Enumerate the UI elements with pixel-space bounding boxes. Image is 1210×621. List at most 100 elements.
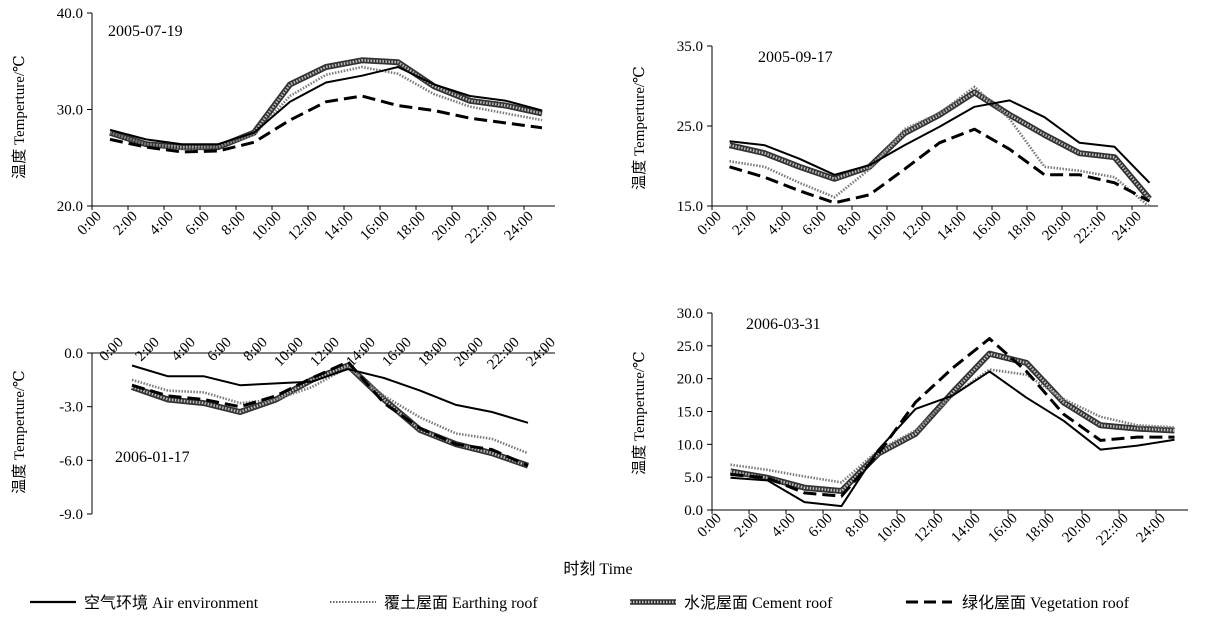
chart-date-label: 2006-03-31 [746,316,821,333]
legend-label-cement: 水泥屋面 Cement roof [684,594,833,612]
chart-2005-07-19: 20.030.040.00:00 2:00 4:00 6:00 8:00 10:00 12:… [11,6,555,247]
y-tick-label: 30.0 [677,306,703,322]
y-tick-label: 0.0 [684,503,703,519]
x-tick-label: 24:00 [523,335,558,370]
chart-date-label: 2005-07-19 [108,23,183,40]
x-tick-label: 12:00 [911,511,946,546]
y-axis-label: 温度 Temperture/℃ [631,351,648,475]
x-tick-label: 20:00 [1039,209,1074,244]
x-tick-label: 2:00 [732,511,762,541]
x-tick-label: 14:00 [321,209,356,244]
x-tick-label: 8:00 [843,511,873,541]
series-line-veg [109,94,543,154]
series-line-cement-inner [729,91,1151,200]
legend-item-air: 空气环境 Air environment [30,593,259,612]
y-tick-label: 15.0 [677,199,703,215]
x-tick-label: 4:00 [147,209,177,239]
chart-2005-09-17: 15.025.035.00:00 2:00 4:00 6:00 8:00 10:00 12:… [631,39,1158,247]
series-line-veg [730,337,1175,498]
x-tick-label: 18:00 [1022,511,1057,546]
x-tick-label: 2:00 [133,335,163,365]
series-line-cement [728,89,1152,201]
x-tick-label: 10:00 [271,335,306,370]
y-tick-label: 20.0 [57,199,83,215]
x-tick-label: 14:00 [934,209,969,244]
chart-2006-01-17: 0.0 -3.0 -6.0 -9.0 0:00 2:00 4:00 6:00 8:00 10:00… [11,335,559,523]
x-tick-label: 6:00 [183,209,213,239]
series-line-cement-inner [131,364,529,467]
x-tick-label: 20:00 [451,335,486,370]
series-line-cement-inner [730,352,1175,493]
y-tick-label: 25.0 [677,339,703,355]
legend-label-veg: 绿化屋面 Vegetation roof [962,594,1130,612]
y-tick-label: 35.0 [677,39,703,55]
x-tick-label: 4:00 [765,209,795,239]
x-tick-label: 12:00 [899,209,934,244]
y-axis-label: 温度 Temperture/℃ [631,66,648,190]
y-tick-label: 40.0 [57,6,83,22]
y-axis-label: 温度 Temperture/℃ [11,370,28,494]
y-tick-label: -6.0 [59,453,83,469]
y-axis-label: 温度 Temperture/℃ [11,55,28,179]
series-line-cement [131,362,529,469]
series-line-earth [131,365,529,455]
x-tick-label: 4:00 [769,511,799,541]
series-line-air [730,370,1175,508]
legend-label-air: 空气环境 Air environment [84,593,259,612]
x-tick-label: 16:00 [379,335,414,370]
series-line-veg [729,127,1151,205]
chart-2006-03-31: 0.05.010.015.020.025.030.00:00 2:00 4:00 6:… [631,306,1188,549]
legend-item-cement: 水泥屋面 Cement roof [630,594,833,612]
series-line-air [109,66,543,146]
x-tick-label: 16:00 [969,209,1004,244]
series-line-earth [109,65,543,151]
y-tick-label: 0.0 [64,346,83,362]
x-tick-label: 20:00 [429,209,464,244]
legend: 空气环境 Air environment 覆土屋面 Earthing roof … [30,593,1130,612]
x-tick-label: 18:00 [1004,209,1039,244]
x-tick-label: 6:00 [205,335,235,365]
x-axis-caption: 时刻 Time [563,560,632,578]
x-tick-label: 16:00 [357,209,392,244]
x-tick-label: 6:00 [806,511,836,541]
x-tick-label: 12:00 [307,335,342,370]
x-tick-label: 12:00 [285,209,320,244]
x-tick-label: 24:00 [1109,209,1144,244]
x-tick-label: 16:00 [985,511,1020,546]
x-tick-label: 8:00 [241,335,271,365]
x-tick-label: 22::00 [484,335,522,373]
x-tick-label: 10:00 [874,511,909,546]
x-tick-label: 24:00 [501,209,536,244]
series-line-cement [109,57,543,151]
legend-item-earth: 覆土屋面 Earthing roof [330,594,538,612]
x-tick-label: 22::00 [1071,209,1109,247]
x-tick-label: 8:00 [219,209,249,239]
x-tick-label: 14:00 [948,511,983,546]
y-tick-label: 15.0 [677,405,703,421]
legend-label-earth: 覆土屋面 Earthing roof [384,594,538,612]
series-line-veg [131,360,529,468]
chart-date-label: 2005-09-17 [758,49,833,66]
x-tick-label: 8:00 [835,209,865,239]
x-tick-label: 2:00 [111,209,141,239]
x-tick-label: 0:00 [97,335,127,365]
y-tick-label: 25.0 [677,119,703,135]
chart-date-label: 2006-01-17 [115,449,190,466]
legend-item-veg: 绿化屋面 Vegetation roof [906,594,1130,612]
x-tick-label: 20:00 [1059,511,1094,546]
x-tick-label: 4:00 [169,335,199,365]
y-tick-label: 30.0 [57,103,83,119]
series-line-air [131,364,529,424]
series-line-air [729,99,1151,184]
y-tick-label: -9.0 [59,507,83,523]
y-tick-label: 20.0 [677,372,703,388]
x-tick-label: 18:00 [415,335,450,370]
x-tick-label: 22::00 [1093,511,1131,549]
x-tick-label: 24:00 [1133,511,1168,546]
series-line-cement [729,350,1175,494]
y-tick-label: 10.0 [677,437,703,453]
x-tick-label: 6:00 [800,209,830,239]
y-tick-label: -3.0 [59,400,83,416]
x-tick-label: 18:00 [393,209,428,244]
